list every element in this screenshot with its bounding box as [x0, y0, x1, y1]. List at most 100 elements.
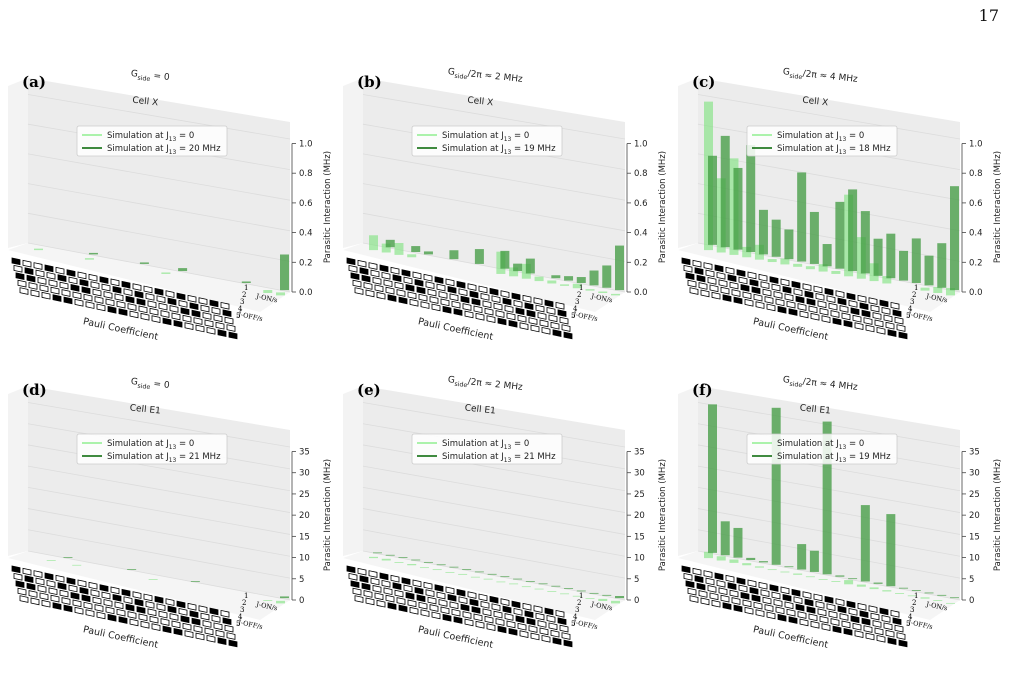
pauli-cell — [883, 314, 893, 323]
pauli-cell — [72, 291, 82, 300]
pauli-cell — [193, 317, 203, 325]
pauli-cell — [753, 601, 763, 610]
bar — [381, 243, 391, 253]
bar — [576, 590, 586, 592]
z-tick-label: 0 — [634, 596, 639, 606]
pauli-cell — [766, 303, 776, 312]
pauli-cell — [493, 610, 503, 619]
bar — [241, 281, 251, 283]
cell-title: Cell X — [467, 96, 494, 109]
pauli-cell — [504, 613, 514, 621]
pauli-cell — [423, 581, 433, 590]
legend-box — [411, 125, 563, 157]
pauli-cell — [184, 322, 194, 330]
pauli-cell — [760, 589, 770, 597]
pauli-cell — [390, 266, 400, 275]
pauli-cell — [63, 296, 73, 305]
pauli-cell — [438, 599, 448, 607]
pauli-cell — [738, 584, 748, 593]
bar — [445, 571, 455, 573]
bar — [720, 135, 730, 248]
bar — [598, 291, 608, 293]
coupling-title: Gside​ = 0 — [130, 377, 170, 393]
z-tick-label: 5 — [299, 575, 304, 585]
pauli-cell — [79, 586, 89, 595]
bar — [139, 262, 149, 264]
pauli-cell — [861, 309, 871, 318]
pauli-cell — [541, 634, 551, 643]
pauli-cell — [705, 269, 715, 278]
pauli-cell — [348, 572, 358, 581]
z-axis-label: Parasitic Interaction (MHz) — [658, 459, 668, 571]
bar — [72, 564, 82, 566]
bar — [585, 598, 595, 599]
pauli-cell — [173, 627, 183, 636]
grid-line — [27, 402, 291, 448]
pauli-cell — [425, 281, 435, 289]
pauli-cell — [484, 307, 494, 316]
pauli-cell — [147, 300, 157, 309]
pauli-cell — [885, 321, 895, 330]
pauli-cell — [160, 310, 170, 318]
bar — [373, 552, 382, 554]
pauli-cell — [398, 296, 408, 305]
pauli-cell — [506, 620, 516, 629]
pauli-cell — [530, 632, 540, 641]
pauli-cell — [515, 307, 525, 316]
pauli-cell — [725, 574, 735, 583]
pauli-cell — [522, 294, 532, 303]
pauli-cell — [445, 586, 455, 595]
grid-line — [27, 486, 291, 535]
pauli-cell — [136, 298, 146, 306]
legend-box — [411, 433, 563, 465]
pauli-cell — [824, 595, 834, 604]
pauli-cell — [143, 285, 153, 294]
pauli-cell — [440, 606, 450, 615]
bar — [733, 527, 743, 558]
pauli-cell — [887, 637, 897, 645]
pauli-cell — [791, 280, 801, 289]
qubit-label: 1 — [914, 592, 918, 600]
pauli-cell — [228, 639, 238, 648]
qubit-label: 5 — [906, 312, 910, 320]
bar — [483, 578, 493, 580]
pauli-cell — [204, 627, 214, 636]
z-axis-label: Parasitic Interaction (MHz) — [993, 459, 1003, 571]
grid-line — [697, 550, 961, 601]
pauli-cell — [412, 579, 422, 588]
pauli-cell — [555, 609, 565, 618]
pauli-cell — [863, 625, 873, 633]
pauli-cell — [438, 291, 448, 299]
pauli-cell — [427, 288, 437, 297]
pauli-cell — [77, 579, 87, 588]
coupling-title: Gside​ = 0 — [130, 69, 170, 85]
pauli-cell — [209, 607, 219, 616]
pauli-cell — [850, 307, 860, 316]
pauli-cell — [215, 321, 225, 330]
pauli-cell — [854, 630, 864, 638]
pauli-grid — [346, 257, 573, 340]
cell-title: Cell E1 — [464, 403, 496, 416]
bar — [263, 600, 273, 601]
pauli-cell — [478, 593, 488, 602]
pauli-cell — [361, 582, 371, 591]
pauli-cell — [850, 615, 860, 624]
panel-label: (f) — [692, 381, 713, 399]
pauli-cell — [758, 581, 768, 590]
pauli-cell — [68, 276, 78, 285]
pauli-cell — [493, 302, 503, 311]
pauli-cell — [559, 316, 569, 325]
pauli-cell — [158, 302, 168, 311]
pauli-cell — [46, 271, 56, 280]
pauli-cell — [383, 279, 393, 288]
pauli-cell — [711, 291, 721, 300]
pauli-cell — [77, 271, 87, 280]
pauli-cell — [383, 587, 393, 596]
pauli-cell — [19, 595, 29, 603]
pauli-cell — [72, 599, 82, 608]
bar — [500, 250, 510, 269]
pauli-cell — [696, 582, 706, 591]
pauli-cell — [808, 613, 818, 622]
qubit-label: 4 — [908, 305, 913, 313]
